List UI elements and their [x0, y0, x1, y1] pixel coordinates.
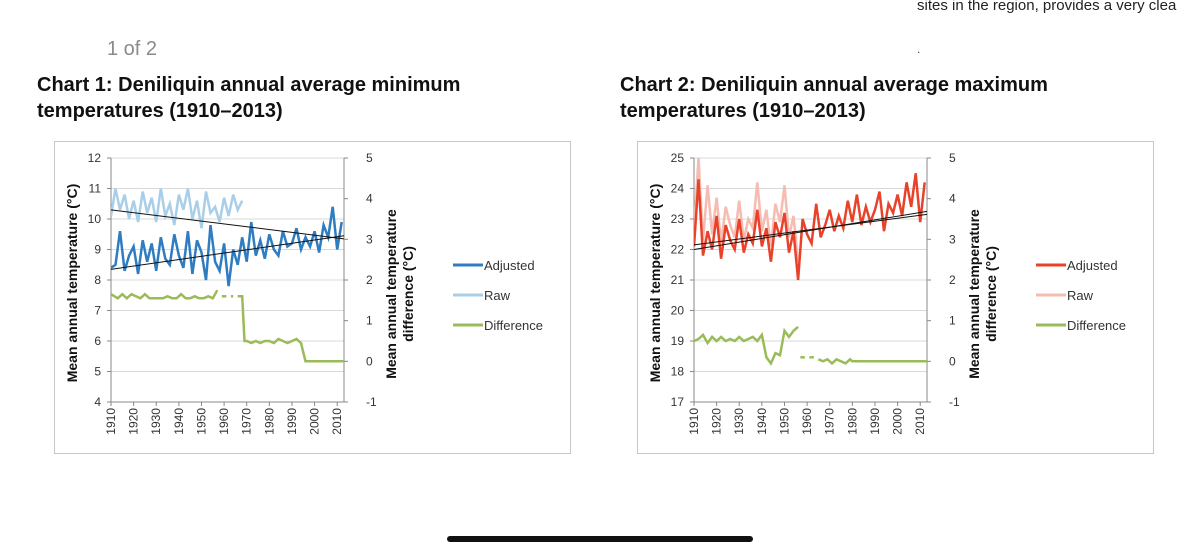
chart-1-series-difference-segment [110, 289, 219, 300]
chart-1-y2-tick-label: 3 [366, 232, 373, 246]
chart-1-y-tick-label: 6 [94, 334, 101, 348]
chart-1-y-tick-label: 9 [94, 243, 101, 257]
chart-2-legend-label-adjusted: Adjusted [1067, 258, 1118, 273]
chart-2-y2-axis-title-line2: difference (°C) [983, 246, 999, 342]
stray-dot: . [917, 42, 921, 56]
page-indicator: 1 of 2 [107, 38, 158, 60]
chart-2-x-tick-label: 1940 [755, 408, 769, 435]
chart-2-trendline [693, 213, 928, 246]
chart-1-y2-tick-label: 4 [366, 192, 373, 206]
chart-1-x-tick-label: 1970 [240, 408, 254, 435]
chart-1-x-tick-label: 1910 [104, 408, 118, 435]
chart-1-x-tick-label: 1940 [172, 408, 186, 435]
chart-2-y-tick-label: 22 [671, 243, 685, 257]
chart-1-legend-label-difference: Difference [484, 318, 543, 333]
article-text-snippet: sites in the region, provides a very cle… [917, 0, 1177, 14]
chart-2-y2-tick-label: 2 [949, 273, 956, 287]
chart-1-series-adjusted-line [111, 206, 343, 287]
chart-2-x-tick-label: 1990 [868, 408, 882, 435]
chart-2-x-tick-label: 2000 [891, 408, 905, 435]
chart-2-x-tick-label: 2010 [913, 408, 927, 435]
chart-1-x-tick-label: 1990 [285, 408, 299, 435]
chart-1-y-tick-label: 12 [88, 151, 102, 165]
chart-1-y2-tick-label: -1 [366, 395, 377, 409]
chart-2-y2-tick-label: 5 [949, 151, 956, 165]
chart-1-y2-tick-label: 5 [366, 151, 373, 165]
chart-1-y-tick-label: 7 [94, 304, 101, 318]
chart-2-y2-axis-title: Mean annual temperaturedifference (°C) [966, 209, 999, 379]
chart-1-series-raw-line [111, 188, 244, 229]
chart-1-x-tick-label: 2000 [308, 408, 322, 435]
chart-1-y2-tick-label: 0 [366, 354, 373, 368]
chart-1-y-axis-title: Mean annual temperature (°C) [64, 184, 80, 383]
chart-1-y2-tick-label: 2 [366, 273, 373, 287]
chart-2-y-tick-label: 21 [671, 273, 685, 287]
chart-2-legend-label-raw: Raw [1067, 288, 1094, 303]
chart-2-x-tick-label: 1970 [823, 408, 837, 435]
chart-2-series-difference-segment [817, 357, 927, 366]
chart-1-trendline [110, 235, 345, 270]
chart-1-legend-label-adjusted: Adjusted [484, 258, 535, 273]
chart-2-y-tick-label: 19 [671, 334, 685, 348]
chart-2-x-tick-label: 1910 [687, 408, 701, 435]
chart-2-trendline [693, 210, 928, 250]
chart-2-y-tick-label: 17 [671, 395, 685, 409]
chart-1-x-tick-label: 1950 [194, 408, 208, 435]
chart-1-x-tick-label: 1960 [217, 408, 231, 435]
chart-1-y-tick-label: 5 [94, 365, 101, 379]
chart-1-y2-axis-title-line2: difference (°C) [400, 246, 416, 342]
chart-2-legend-label-difference: Difference [1067, 318, 1126, 333]
chart-2-y-axis-title: Mean annual temperature (°C) [647, 184, 663, 383]
chart-1-legend-label-raw: Raw [484, 288, 511, 303]
chart-2-y2-tick-label: -1 [949, 395, 960, 409]
chart-2-y2-tick-label: 4 [949, 192, 956, 206]
chart-2-series-raw-line [694, 157, 800, 262]
chart-1-x-tick-label: 2010 [330, 408, 344, 435]
chart-2-frame: 17 18 19 20 21 22 23 24 25 -1 0 1 2 3 4 5 1910 1920 1930 19… [637, 141, 1154, 454]
chart-1-y2-axis-title: Mean annual temperaturedifference (°C) [383, 209, 416, 379]
chart-2-x-tick-label: 1980 [845, 408, 859, 435]
chart-2-series-adjusted-line [694, 173, 926, 281]
chart-2-x-tick-label: 1930 [732, 408, 746, 435]
chart-1-x-tick-label: 1930 [149, 408, 163, 435]
chart-2-x-tick-label: 1950 [777, 408, 791, 435]
chart-1-y-tick-label: 4 [94, 395, 101, 409]
chart-1-title: Chart 1: Deniliquin annual average minim… [37, 74, 461, 122]
chart-2-y-tick-label: 24 [671, 182, 685, 196]
chart-1-series-difference-segment [237, 295, 344, 363]
chart-1-y-tick-label: 8 [94, 273, 101, 287]
chart-2-y-tick-label: 25 [671, 151, 685, 165]
chart-2-y2-tick-label: 1 [949, 314, 956, 328]
chart-2-x-tick-label: 1920 [710, 408, 724, 435]
chart-1-x-tick-label: 1980 [262, 408, 276, 435]
chart-1-y-tick-label: 10 [88, 212, 102, 226]
chart-1-y-tick-label: 11 [89, 182, 102, 196]
chart-1-trendline [110, 209, 345, 240]
chart-2-y2-axis-title-line1: Mean annual temperature [966, 209, 982, 379]
home-indicator-bar[interactable] [447, 536, 753, 542]
chart-2-y2-tick-label: 0 [949, 354, 956, 368]
chart-1-frame: 4 5 6 7 8 9 10 11 12 -1 0 1 2 3 4 5 1910 1920 1930 1940 1950… [54, 141, 571, 454]
chart-1-y2-axis-title-line1: Mean annual temperature [383, 209, 399, 379]
chart-2-series-difference-segment [693, 325, 799, 366]
chart-2-x-tick-label: 1960 [800, 408, 814, 435]
chart-1-y2-tick-label: 1 [366, 314, 373, 328]
chart-2-y-tick-label: 18 [671, 365, 685, 379]
chart-2-title: Chart 2: Deniliquin annual average maxim… [620, 74, 1048, 122]
chart-2-y-tick-label: 23 [671, 212, 685, 226]
chart-1-x-tick-label: 1920 [127, 408, 141, 435]
chart-2-y-tick-label: 20 [671, 304, 685, 318]
chart-2-y2-tick-label: 3 [949, 232, 956, 246]
